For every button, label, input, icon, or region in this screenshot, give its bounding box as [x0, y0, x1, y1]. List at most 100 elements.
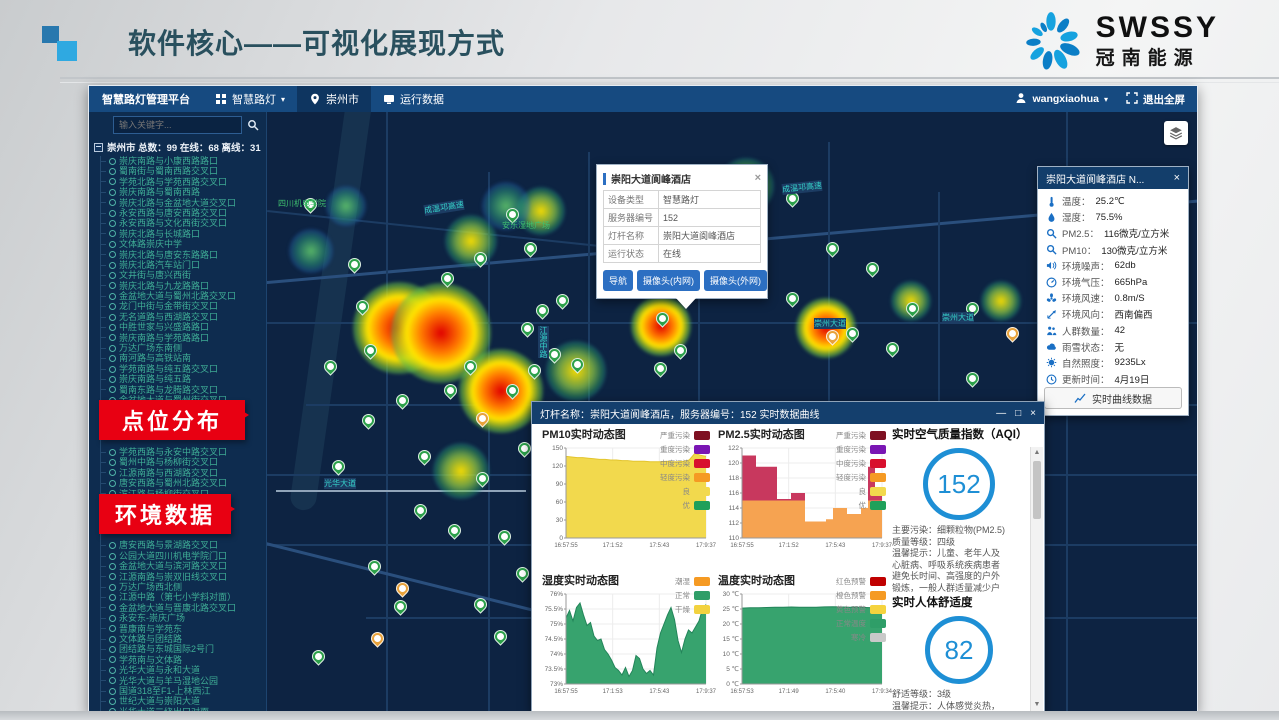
map-pin[interactable] [415, 447, 434, 466]
sidebar-item[interactable]: 中胜世家与兴盛路路口 [100, 322, 266, 333]
map-pin[interactable] [353, 297, 372, 316]
map-pin[interactable] [533, 301, 552, 320]
map-pin[interactable] [513, 564, 532, 583]
sidebar-item[interactable]: 江源中路（第七小学斜对面） [100, 592, 266, 603]
nav-item-运行数据[interactable]: 运行数据 [371, 86, 456, 112]
sidebar-item[interactable]: 崇庆北路与唐安东路路口 [100, 249, 266, 260]
close-icon[interactable]: × [1030, 407, 1036, 419]
search-button[interactable] [247, 119, 259, 131]
sidebar-item[interactable]: 永安西路与唐安西路交叉口 [100, 207, 266, 219]
map-pin[interactable] [963, 369, 982, 388]
map-pin[interactable] [329, 457, 348, 476]
sidebar-item[interactable]: 永安东-崇庆广场 [100, 613, 266, 624]
map-pin[interactable] [503, 381, 522, 400]
user-menu[interactable]: wangxiaohua ▾ [1015, 92, 1108, 107]
sidebar-item[interactable]: 金盆地大道与晋康北路交叉口 [100, 602, 266, 614]
map-pin[interactable] [783, 189, 802, 208]
panel-scrollbar[interactable]: ▲ ▼ [1030, 447, 1043, 711]
map-pin[interactable] [503, 205, 522, 224]
sidebar-item[interactable]: 永安西路与文化西街交叉口 [100, 218, 266, 229]
sidebar-item[interactable]: 崇庆南路与学苑路路口 [100, 332, 266, 344]
filter-icon[interactable] [96, 119, 108, 131]
map-pin[interactable] [903, 299, 922, 318]
map-pin[interactable] [359, 411, 378, 430]
map-pin[interactable] [823, 239, 842, 258]
sidebar-item[interactable]: 晋康南与学苑东 [100, 623, 266, 634]
map-pin[interactable] [393, 579, 412, 598]
map-pin[interactable] [495, 527, 514, 546]
sidebar-item[interactable]: 文井街与唐兴西街 [100, 270, 266, 281]
map-pin[interactable] [391, 597, 410, 616]
sidebar-item[interactable]: 崇庆北路与九龙路路口 [100, 280, 266, 292]
sidebar-item[interactable]: 无名道路与西湖路交叉口 [100, 311, 266, 323]
map-pin[interactable] [438, 269, 457, 288]
sidebar-item[interactable]: 蜀州中路与杨柳街交叉口 [100, 457, 266, 468]
sidebar-item[interactable]: 唐安西路与蜀州北路交叉口 [100, 478, 266, 489]
sidebar-item[interactable]: 光华大道二绕出口对面 [100, 706, 266, 711]
sidebar-item[interactable]: 江源南路与崇双旧线交叉口 [100, 571, 266, 583]
map-pin[interactable] [783, 289, 802, 308]
scroll-down-icon[interactable]: ▼ [1033, 701, 1041, 708]
sidebar-item[interactable]: 崇庆南路与小康西路路口 [100, 156, 266, 167]
map-pin[interactable] [823, 327, 842, 346]
sidebar-item[interactable]: 国道318至F1-上林西江 [100, 685, 266, 697]
sidebar-item[interactable]: 崇庆北路与长城路口 [100, 228, 266, 240]
map-layers-button[interactable] [1164, 121, 1188, 145]
map-pin[interactable] [963, 299, 982, 318]
map-pin[interactable] [393, 391, 412, 410]
sidebar-item[interactable]: 崇庆南路与纯五路 [100, 374, 266, 385]
sidebar-item[interactable]: 崇庆北路汽车站门口 [100, 259, 266, 271]
sidebar-item[interactable]: 龙门中街与金带街交叉口 [100, 301, 266, 312]
map-pin[interactable] [883, 339, 902, 358]
sidebar-item[interactable]: 光华大道与永和大道 [100, 665, 266, 676]
realtime-curve-button[interactable]: 实时曲线数据 [1044, 387, 1182, 409]
map-pin[interactable] [521, 239, 540, 258]
sidebar-item[interactable]: 南河路与高铁站南 [100, 353, 266, 364]
sidebar-item[interactable]: 公园大道四川机电学院门口 [100, 550, 266, 562]
sidebar-item[interactable]: 崇庆北路与金盆地大道交叉口 [100, 197, 266, 208]
sidebar-item[interactable]: 学苑北路与学苑西路交叉口 [100, 176, 266, 188]
maximize-icon[interactable]: □ [1015, 407, 1022, 419]
map-pin[interactable] [361, 341, 380, 360]
sidebar-item[interactable]: 世纪大道与崇阳大道 [100, 696, 266, 707]
sidebar-item[interactable]: 学苑南与文体路 [100, 654, 266, 666]
sidebar-item[interactable]: 光华大道与羊马湿地公园 [100, 675, 266, 686]
sidebar-item[interactable]: 江源南路与西湖路交叉口 [100, 467, 266, 479]
map-pin[interactable] [651, 359, 670, 378]
map-pin[interactable] [441, 381, 460, 400]
sidebar-item[interactable]: 崇庆南路与蜀南西路 [100, 187, 266, 198]
popup-button[interactable]: 摄像头(外网) [704, 270, 767, 291]
map-pin[interactable] [568, 355, 587, 374]
nav-item-崇州市[interactable]: 崇州市 [297, 86, 372, 112]
map-pin[interactable] [309, 647, 328, 666]
sidebar-item[interactable]: 文体路崇庆中学 [100, 239, 266, 250]
map-pin[interactable] [553, 291, 572, 310]
map-pin[interactable] [653, 309, 672, 328]
close-icon[interactable]: × [1173, 171, 1180, 184]
map-pin[interactable] [445, 521, 464, 540]
scroll-up-icon[interactable]: ▲ [1033, 449, 1041, 456]
nav-item-智慧路灯[interactable]: 智慧路灯 ▾ [203, 86, 297, 112]
map-pin[interactable] [491, 627, 510, 646]
popup-button[interactable]: 导航 [603, 270, 634, 291]
sidebar-item[interactable]: 学苑南路与纯五路交叉口 [100, 363, 266, 375]
sidebar-item[interactable]: 金盆地大道与滨河路交叉口 [100, 561, 266, 572]
scrollbar-thumb[interactable] [1032, 461, 1041, 519]
sidebar-item[interactable]: 金盆地大道与蜀州北路交叉口 [100, 291, 266, 302]
map-pin[interactable] [545, 345, 564, 364]
search-input[interactable] [113, 116, 242, 134]
exit-fullscreen-button[interactable]: 退出全屏 [1126, 91, 1185, 107]
sidebar-item[interactable]: 万达广场东南侧 [100, 343, 266, 354]
map-pin[interactable] [671, 341, 690, 360]
map-pin[interactable] [1003, 324, 1022, 343]
map-pin[interactable] [461, 357, 480, 376]
map-pin[interactable] [301, 195, 320, 214]
map-pin[interactable] [525, 361, 544, 380]
map-pin[interactable] [368, 629, 387, 648]
popup-button[interactable]: 摄像头(内网) [637, 270, 701, 291]
sidebar-item[interactable]: 唐安西路与景湖路交叉口 [100, 540, 266, 551]
tree-root[interactable]: 崇州市 总数：99 在线：68 离线：31 [89, 138, 266, 156]
map-pin[interactable] [863, 259, 882, 278]
collapse-icon[interactable] [94, 142, 103, 152]
sidebar-item[interactable]: 文体路与团结路 [100, 633, 266, 645]
